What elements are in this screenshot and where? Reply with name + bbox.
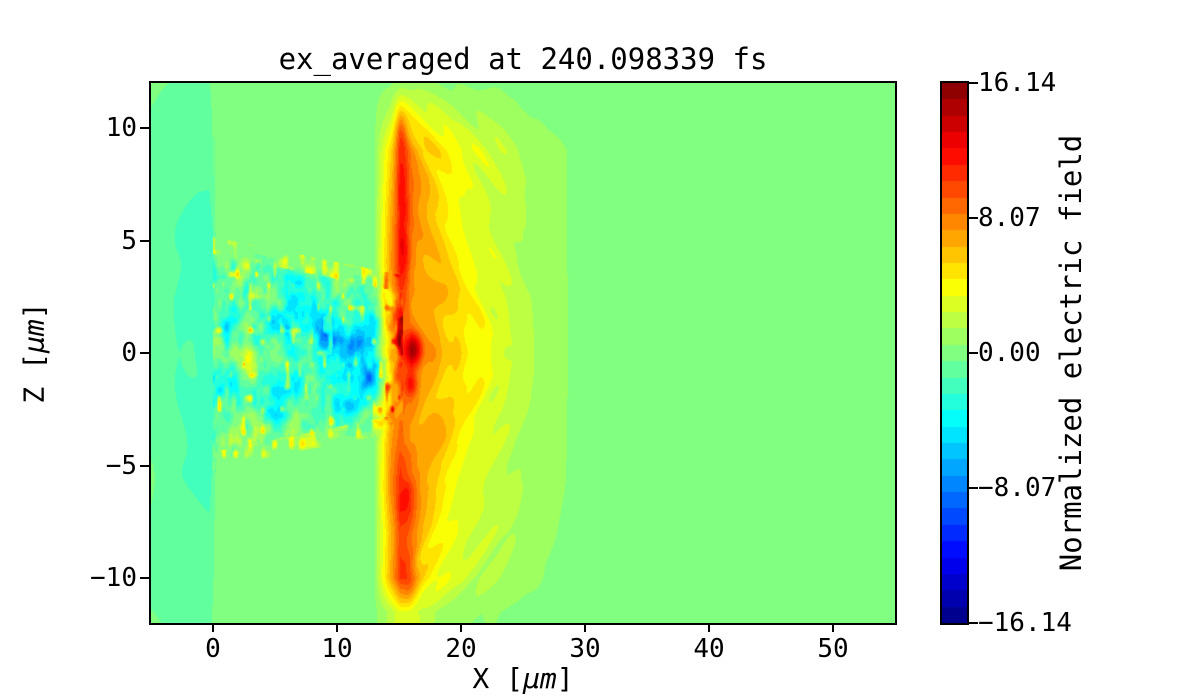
colorbar-tick bbox=[969, 352, 978, 354]
colorbar-tick-label: 0.00 bbox=[978, 338, 1041, 368]
x-axis-tick-label: 10 bbox=[321, 634, 353, 664]
mu-symbol: μm bbox=[17, 319, 51, 353]
colorbar-tick-label: −16.14 bbox=[978, 608, 1072, 638]
plot-title: ex_averaged at 240.098339 fs bbox=[278, 42, 768, 76]
colorbar-tick-label: 16.14 bbox=[978, 68, 1057, 98]
y-axis-tick bbox=[140, 577, 149, 579]
x-axis-tick-label: 30 bbox=[569, 634, 601, 664]
colorbar-tick bbox=[969, 82, 978, 84]
colorbar-canvas bbox=[942, 83, 967, 623]
x-axis-tick bbox=[212, 623, 214, 632]
y-axis-tick-label: 5 bbox=[121, 225, 137, 256]
x-axis-tick bbox=[460, 623, 462, 632]
y-axis-tick-label: 0 bbox=[121, 338, 137, 368]
x-axis-tick bbox=[832, 623, 834, 632]
x-axis-label-bracket: ] bbox=[556, 662, 574, 695]
y-axis-label-text: Z [ bbox=[17, 353, 51, 404]
colorbar-tick bbox=[969, 487, 978, 489]
x-axis-tick-label: 0 bbox=[205, 634, 221, 664]
y-axis-tick-label: −10 bbox=[90, 563, 137, 593]
y-axis-tick-label: 10 bbox=[105, 113, 137, 143]
y-axis-tick bbox=[140, 239, 149, 242]
y-axis-label: Z [μm] bbox=[18, 302, 51, 403]
heatmap-canvas bbox=[151, 83, 895, 623]
colorbar-label: Normalized electric field bbox=[1054, 134, 1088, 572]
y-axis-tick bbox=[140, 464, 149, 467]
colorbar-tick-label: 8.07 bbox=[978, 203, 1041, 233]
x-axis-tick-label: 40 bbox=[693, 634, 725, 664]
y-axis-tick-label: −5 bbox=[105, 450, 137, 481]
colorbar-tick bbox=[969, 622, 978, 624]
colorbar-tick-label: −8.07 bbox=[978, 473, 1057, 503]
x-axis-tick-label: 50 bbox=[817, 634, 849, 664]
x-axis-tick bbox=[336, 623, 338, 632]
x-axis-label-text: X [ bbox=[472, 662, 523, 695]
y-axis-tick bbox=[140, 127, 149, 129]
x-axis-tick-label: 20 bbox=[445, 634, 477, 664]
mu-symbol: μm bbox=[523, 662, 557, 695]
y-axis-label-bracket: ] bbox=[17, 302, 51, 320]
x-axis-tick bbox=[708, 623, 710, 632]
x-axis-tick bbox=[584, 623, 586, 632]
y-axis-tick bbox=[140, 352, 149, 354]
x-axis-label: X [μm] bbox=[151, 662, 895, 695]
colorbar-tick bbox=[969, 217, 978, 219]
